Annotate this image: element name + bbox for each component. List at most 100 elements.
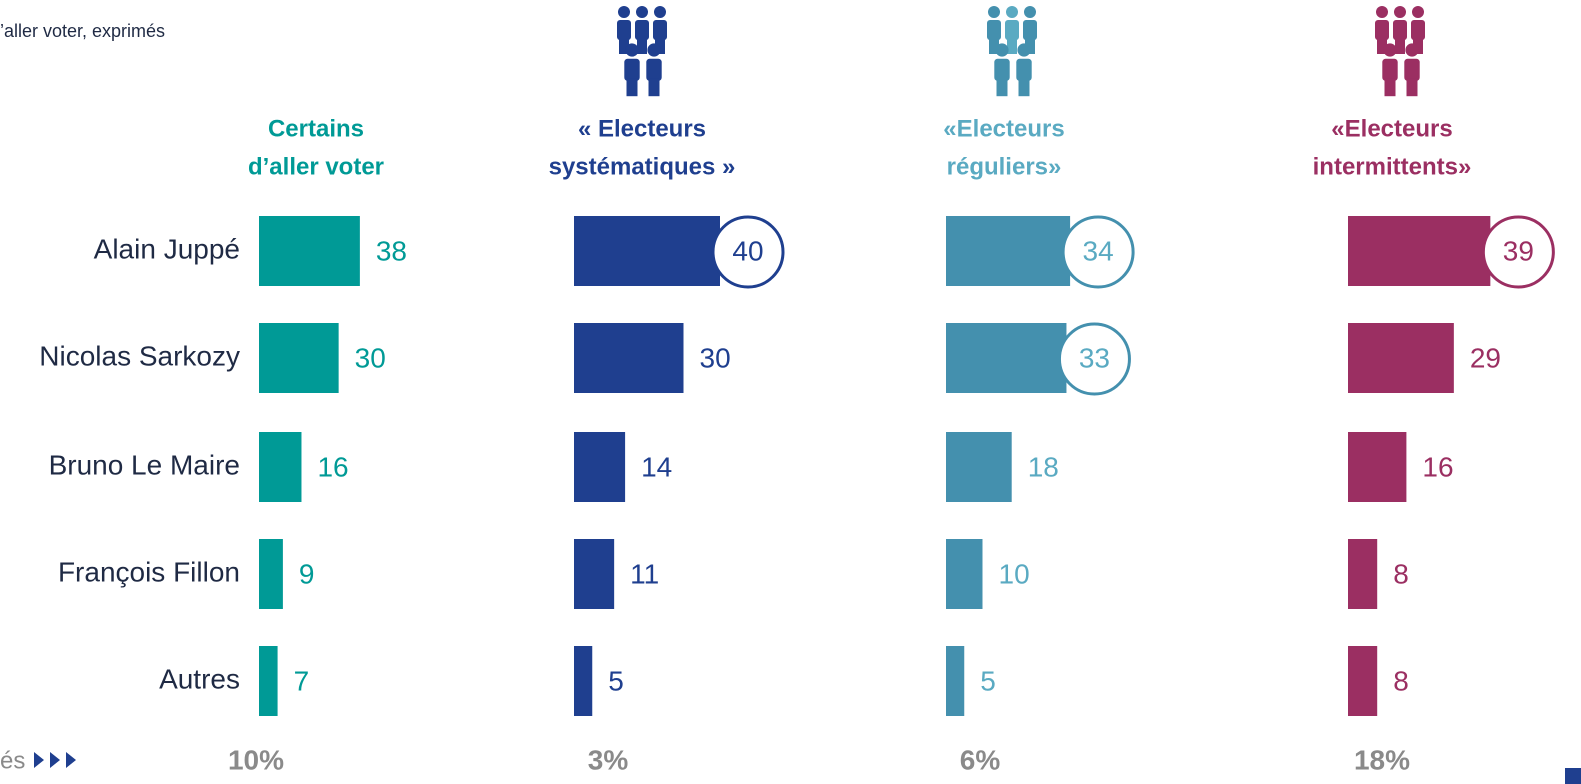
bar <box>946 646 965 716</box>
icon-legs <box>637 38 647 54</box>
icon-body <box>1023 20 1037 40</box>
icon-body <box>987 20 1001 40</box>
icon-head <box>647 43 661 57</box>
category-label: Alain Juppé <box>94 233 240 264</box>
value-label: 5 <box>608 665 624 696</box>
series-header: d’aller voter <box>248 153 384 180</box>
icon-legs <box>648 78 660 97</box>
bar <box>1348 216 1491 286</box>
icon-body <box>1393 20 1407 40</box>
icon-legs <box>996 78 1008 97</box>
icon-head <box>1017 43 1031 57</box>
icon-body <box>1016 58 1032 81</box>
icon-body <box>624 58 640 81</box>
value-label: 33 <box>1079 342 1110 373</box>
value-label: 34 <box>1083 235 1114 266</box>
series-header: systématiques » <box>549 153 736 180</box>
bar <box>574 432 626 502</box>
footer-value: 18% <box>1354 744 1410 775</box>
bar <box>259 539 283 609</box>
icon-head <box>1394 6 1406 18</box>
value-label: 10 <box>999 558 1030 589</box>
icon-legs <box>1025 38 1035 54</box>
value-label: 9 <box>299 558 315 589</box>
icon-body <box>635 20 649 40</box>
icon-head <box>1405 43 1419 57</box>
value-label: 30 <box>700 342 731 373</box>
value-label: 7 <box>294 665 310 696</box>
icon-legs <box>1007 38 1017 54</box>
icon-body <box>994 58 1010 81</box>
bar <box>574 216 720 286</box>
icon-legs <box>989 38 999 54</box>
icon-legs <box>1395 38 1405 54</box>
bar <box>1348 539 1378 609</box>
icon-head <box>1024 6 1036 18</box>
value-label: 39 <box>1503 235 1534 266</box>
icon-legs <box>1406 78 1418 97</box>
category-label: Autres <box>159 663 240 694</box>
icon-head <box>618 6 630 18</box>
icon-body <box>617 20 631 40</box>
icon-head <box>1006 6 1018 18</box>
subtitle: ’aller voter, exprimés <box>0 21 165 41</box>
category-label: Bruno Le Maire <box>49 449 240 480</box>
highlight-circle <box>711 215 785 289</box>
series-header: réguliers» <box>947 153 1062 180</box>
bar <box>1348 432 1407 502</box>
icon-body <box>1005 20 1019 40</box>
value-label: 30 <box>355 342 386 373</box>
bar <box>574 323 684 393</box>
icon-body <box>653 20 667 40</box>
value-label: 14 <box>641 451 672 482</box>
icon-legs <box>1018 78 1030 97</box>
icon-legs <box>655 38 665 54</box>
bar <box>259 216 360 286</box>
icon-head <box>995 43 1009 57</box>
bar <box>946 216 1071 286</box>
highlight-circle <box>1057 322 1131 396</box>
people-icon <box>987 6 1037 97</box>
icon-head <box>1412 6 1424 18</box>
value-label: 16 <box>1422 451 1453 482</box>
icon-legs <box>1384 78 1396 97</box>
icon-head <box>1383 43 1397 57</box>
icon-head <box>636 6 648 18</box>
value-label: 16 <box>317 451 348 482</box>
value-label: 38 <box>376 235 407 266</box>
highlight-circle <box>1061 215 1135 289</box>
icon-legs <box>1413 38 1423 54</box>
series-header: «Electeurs <box>1331 115 1452 142</box>
footer-value: 6% <box>960 744 1001 775</box>
bar <box>946 323 1067 393</box>
icon-legs <box>619 38 629 54</box>
icon-legs <box>626 78 638 97</box>
footer-value: 3% <box>588 744 629 775</box>
icon-legs <box>1377 38 1387 54</box>
footer-label: és <box>0 747 25 774</box>
bar <box>1348 646 1378 716</box>
corner-mark <box>1565 768 1581 784</box>
highlight-circle <box>1481 215 1555 289</box>
icon-body <box>646 58 662 81</box>
bar <box>259 646 278 716</box>
people-icon <box>1375 6 1425 97</box>
people-icon <box>617 6 667 97</box>
icon-head <box>988 6 1000 18</box>
bar <box>259 323 339 393</box>
value-label: 8 <box>1393 665 1409 696</box>
value-label: 8 <box>1393 558 1409 589</box>
value-label: 5 <box>980 665 996 696</box>
series-header: « Electeurs <box>578 115 706 142</box>
icon-body <box>1382 58 1398 81</box>
icon-head <box>654 6 666 18</box>
icon-body <box>1375 20 1389 40</box>
bar <box>1348 323 1454 393</box>
series-header: «Electeurs <box>943 115 1064 142</box>
icon-body <box>1404 58 1420 81</box>
arrows <box>34 752 76 768</box>
bar <box>259 432 302 502</box>
series-header: Certains <box>268 115 364 142</box>
bar <box>574 646 593 716</box>
